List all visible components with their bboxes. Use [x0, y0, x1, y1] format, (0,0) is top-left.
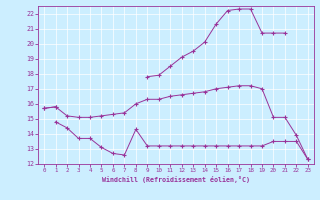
X-axis label: Windchill (Refroidissement éolien,°C): Windchill (Refroidissement éolien,°C) — [102, 176, 250, 183]
